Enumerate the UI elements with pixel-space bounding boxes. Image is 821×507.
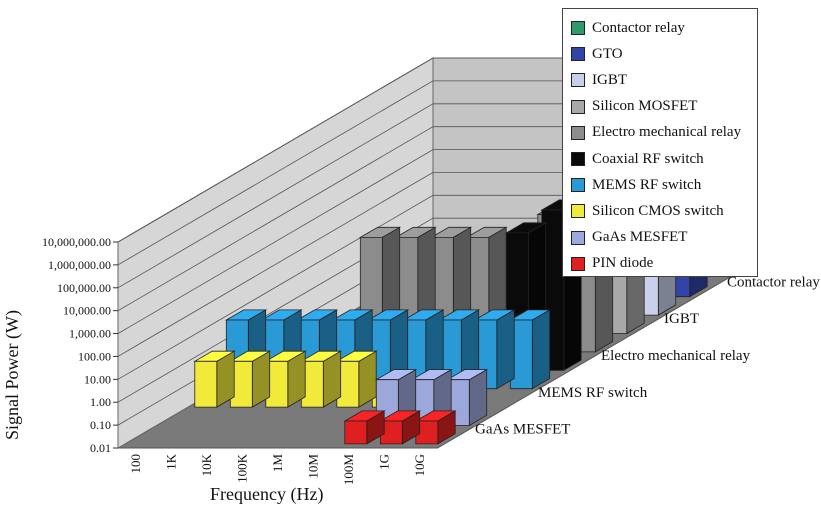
legend-item: MEMS RF switch (571, 172, 757, 198)
bar (335, 350, 378, 408)
depth-label: Contactor relay (727, 274, 820, 290)
bar (414, 410, 457, 445)
legend-label: Silicon MOSFET (592, 98, 698, 115)
y-axis-label: Signal Power (W) (2, 310, 22, 440)
bar (343, 410, 386, 445)
depth-label: Electro mechanical relay (601, 348, 751, 364)
bar (299, 350, 343, 408)
legend-swatch (571, 256, 585, 271)
y-tick-label: 100,000.00 (57, 281, 111, 295)
bar (264, 350, 307, 408)
x-axis-ticks: 100 1K 10K 100K 1M 10M 100M 1G 10G (128, 453, 427, 485)
bar (193, 350, 236, 408)
legend-label: Electro mechanical relay (592, 124, 742, 141)
x-tick-label: 100 (128, 454, 143, 474)
y-tick-label: 1.00 (90, 395, 111, 409)
y-tick-label: 10.00 (84, 372, 111, 386)
x-tick-label: 1G (376, 454, 391, 470)
y-tick-label: 1,000,000.00 (48, 258, 111, 272)
bar (378, 410, 422, 445)
legend-swatch (571, 125, 585, 140)
bar-front (194, 360, 218, 408)
legend-item: IGBT (571, 67, 757, 93)
legend-label: Silicon CMOS switch (592, 202, 724, 219)
legend-item: GaAs MESFET (571, 225, 757, 251)
legend-item: GTO (571, 41, 757, 67)
y-tick-label: 1,000.00 (69, 327, 111, 341)
depth-axis-labels: Contactor relay IGBT Electro mechanical re… (475, 274, 820, 437)
x-tick-label: 10M (305, 454, 320, 479)
y-axis-ticks: 0.01 0.10 1.00 10.00 100.00 1,000.00 10,000.00… (42, 235, 118, 455)
legend-label: Coaxial RF switch (592, 150, 704, 167)
legend-item: Silicon MOSFET (571, 94, 757, 120)
x-axis-label: Frequency (Hz) (210, 484, 324, 504)
x-tick-label: 1M (270, 454, 285, 473)
legend-swatch (571, 230, 585, 245)
y-tick-label: 10,000,000.00 (42, 235, 111, 249)
bar-side (531, 309, 551, 390)
x-tick-label: 100K (234, 453, 249, 483)
legend-swatch (571, 204, 585, 219)
legend-label: Contactor relay (592, 19, 685, 36)
x-tick-label: 1K (163, 453, 178, 470)
x-tick-label: 100M (341, 454, 356, 486)
legend-swatch (571, 99, 585, 114)
bar (508, 309, 552, 390)
legend-label: MEMS RF switch (592, 176, 702, 193)
x-tick-label: 10G (412, 454, 427, 476)
legend-item: Contactor relay (571, 15, 757, 41)
depth-label: MEMS RF switch (538, 385, 648, 401)
legend-swatch (571, 47, 585, 62)
legend: Contactor relay GTO IGBT Silicon MOSFET Elec… (562, 8, 758, 277)
legend-label: GTO (592, 45, 623, 62)
legend-item: PIN diode (571, 251, 757, 277)
bar-front (344, 420, 368, 445)
legend-swatch (571, 73, 585, 88)
y-tick-label: 100.00 (78, 349, 111, 363)
y-tick-label: 10,000.00 (63, 304, 111, 318)
x-tick-label: 10K (199, 453, 214, 476)
depth-label: IGBT (664, 311, 699, 327)
legend-swatch (571, 21, 585, 36)
bar (228, 350, 272, 408)
legend-item: Coaxial RF switch (571, 146, 757, 172)
bar-side (496, 309, 515, 390)
legend-swatch (571, 178, 585, 193)
y-tick-label: 0.01 (90, 441, 111, 455)
legend-label: IGBT (592, 71, 627, 88)
y-tick-label: 0.10 (90, 418, 111, 432)
legend-label: GaAs MESFET (592, 229, 688, 246)
depth-label: GaAs MESFET (475, 422, 570, 438)
legend-item: Silicon CMOS switch (571, 198, 757, 224)
legend-item: Electro mechanical relay (571, 120, 757, 146)
legend-swatch (571, 152, 585, 167)
legend-label: PIN diode (592, 255, 654, 272)
